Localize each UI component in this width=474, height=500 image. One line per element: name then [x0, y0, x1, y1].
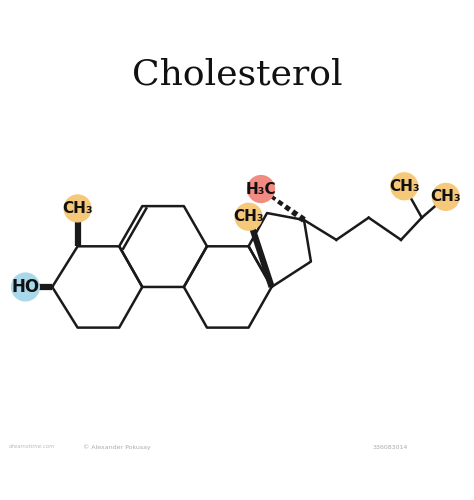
Text: CH₃: CH₃	[233, 209, 264, 224]
Circle shape	[11, 273, 39, 301]
Circle shape	[64, 195, 91, 222]
Text: HO: HO	[11, 278, 39, 296]
Text: © Alexander Pokusay: © Alexander Pokusay	[83, 444, 151, 450]
Circle shape	[391, 173, 418, 200]
Circle shape	[247, 176, 274, 203]
Circle shape	[235, 204, 262, 230]
Text: H₃C: H₃C	[246, 182, 276, 196]
Circle shape	[432, 184, 459, 210]
Text: CH₃: CH₃	[430, 190, 461, 204]
Text: CH₃: CH₃	[389, 178, 419, 194]
Text: Cholesterol: Cholesterol	[132, 58, 342, 92]
Text: 336083014: 336083014	[373, 444, 408, 450]
Text: CH₃: CH₃	[62, 201, 93, 216]
Text: dreamstime.com: dreamstime.com	[9, 444, 55, 448]
